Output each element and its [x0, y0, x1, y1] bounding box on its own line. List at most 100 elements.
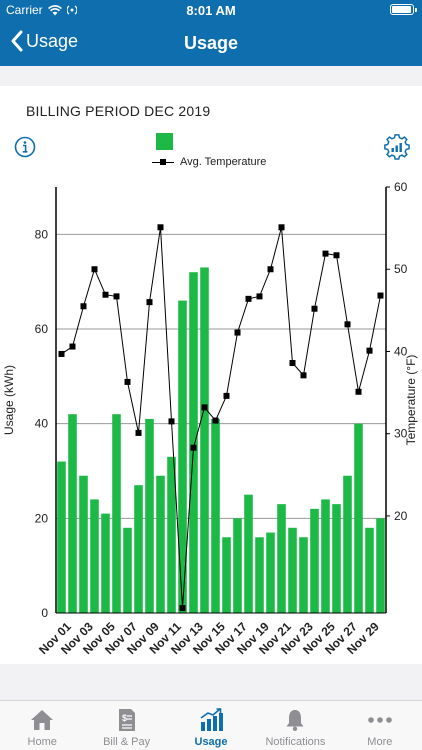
y-tick-label: 60 [35, 322, 49, 336]
temperature-point [245, 295, 252, 302]
usage-bar [365, 527, 374, 613]
temperature-point [168, 418, 175, 425]
temperature-point [135, 429, 142, 436]
temperature-point [256, 293, 263, 300]
usage-bar [101, 513, 110, 613]
battery-icon [390, 4, 417, 15]
usage-bar [376, 518, 385, 613]
temperature-point [201, 404, 208, 411]
temperature-point [234, 329, 241, 336]
gear-chart-icon[interactable] [383, 133, 411, 161]
y-tick-label: 20 [35, 511, 49, 525]
bell-icon [286, 710, 304, 731]
usage-bar [211, 418, 220, 613]
usage-bar [332, 504, 341, 613]
info-icon[interactable] [14, 136, 36, 158]
y-tick-label: 0 [41, 606, 48, 620]
usage-bar [167, 456, 176, 613]
tab-label: Notifications [265, 736, 326, 748]
tab-notifications[interactable]: Notifications [253, 701, 337, 750]
usage-bar [134, 485, 143, 613]
usage-bar [310, 508, 319, 613]
tab-bill-pay[interactable]: $ Bill & Pay [84, 701, 168, 750]
temperature-point [58, 350, 65, 357]
svg-text:$: $ [122, 713, 127, 723]
temperature-point [179, 605, 186, 612]
y-tick-label: 80 [35, 227, 49, 241]
legend-temperature: Avg. Temperature [152, 156, 266, 168]
temperature-point [289, 359, 296, 366]
temperature-point [91, 266, 98, 273]
temperature-point [333, 252, 340, 259]
wifi-icon [47, 4, 62, 15]
header-separator [0, 66, 422, 86]
y-tick-label: 40 [35, 417, 49, 431]
status-bar: Carrier 8:01 AM [0, 0, 422, 20]
tab-home[interactable]: Home [0, 701, 84, 750]
usage-bar [288, 527, 297, 613]
temperature-point [102, 291, 109, 298]
usage-bar [277, 504, 286, 613]
legend-temperature-label: Avg. Temperature [180, 156, 267, 168]
tab-bar: Home $ Bill & Pay Usage Notifications [0, 700, 422, 750]
temperature-point [69, 343, 76, 350]
carrier-label: Carrier [6, 3, 43, 17]
activity-icon [66, 5, 77, 15]
tab-more[interactable]: More [338, 701, 422, 750]
usage-chart-icon [200, 708, 224, 731]
temperature-point [113, 293, 120, 300]
usage-bar [178, 300, 187, 613]
usage-bar [255, 537, 264, 613]
usage-bar [343, 475, 352, 613]
y2-tick-label: 30 [394, 427, 408, 441]
back-label: Usage [26, 30, 79, 51]
temperature-point [355, 388, 362, 395]
usage-bar [79, 475, 88, 613]
y2-tick-label: 50 [394, 262, 408, 276]
y2-tick-label: 20 [394, 509, 408, 523]
usage-bar [354, 423, 363, 613]
usage-bar [145, 418, 154, 613]
tab-label: More [367, 736, 393, 748]
tab-label: Home [27, 736, 57, 748]
footer-separator [0, 664, 422, 700]
back-button[interactable]: Usage [10, 30, 78, 52]
tab-usage[interactable]: Usage [169, 701, 253, 750]
temperature-point [366, 347, 373, 354]
y2-tick-label: 60 [394, 180, 408, 194]
y2-axis-title: Temperature (°F) [404, 355, 418, 446]
status-time: 8:01 AM [186, 3, 236, 18]
y2-tick-label: 40 [394, 344, 408, 358]
temperature-point [322, 250, 329, 257]
usage-bar [112, 414, 121, 613]
temperature-point [223, 392, 230, 399]
usage-bar [68, 414, 77, 613]
temperature-point [311, 305, 318, 312]
temperature-point [190, 444, 197, 451]
usage-bar [266, 532, 275, 613]
bill-icon: $ [118, 709, 135, 731]
usage-bar [90, 499, 99, 613]
page-title: Usage [183, 33, 239, 53]
usage-bar [233, 518, 242, 613]
usage-bar [299, 537, 308, 613]
usage-bar [156, 475, 165, 613]
usage-bar [244, 494, 253, 613]
temperature-point [124, 378, 131, 385]
chevron-left-icon [11, 30, 23, 52]
temperature-point [300, 372, 307, 379]
temperature-point [80, 303, 87, 310]
navigation-bar: Usage Usage [0, 20, 422, 66]
home-icon [31, 710, 54, 730]
usage-bar [57, 461, 66, 613]
usage-bar [321, 499, 330, 613]
temperature-point [212, 417, 219, 424]
legend-usage-swatch [156, 133, 173, 150]
legend-line-marker [152, 158, 174, 165]
y-axis-title: Usage (kWh) [2, 365, 16, 435]
more-dots-icon [368, 717, 392, 723]
usage-bar [123, 527, 132, 613]
temperature-point [278, 224, 285, 231]
temperature-point [377, 292, 384, 299]
tab-label: Bill & Pay [103, 736, 151, 748]
